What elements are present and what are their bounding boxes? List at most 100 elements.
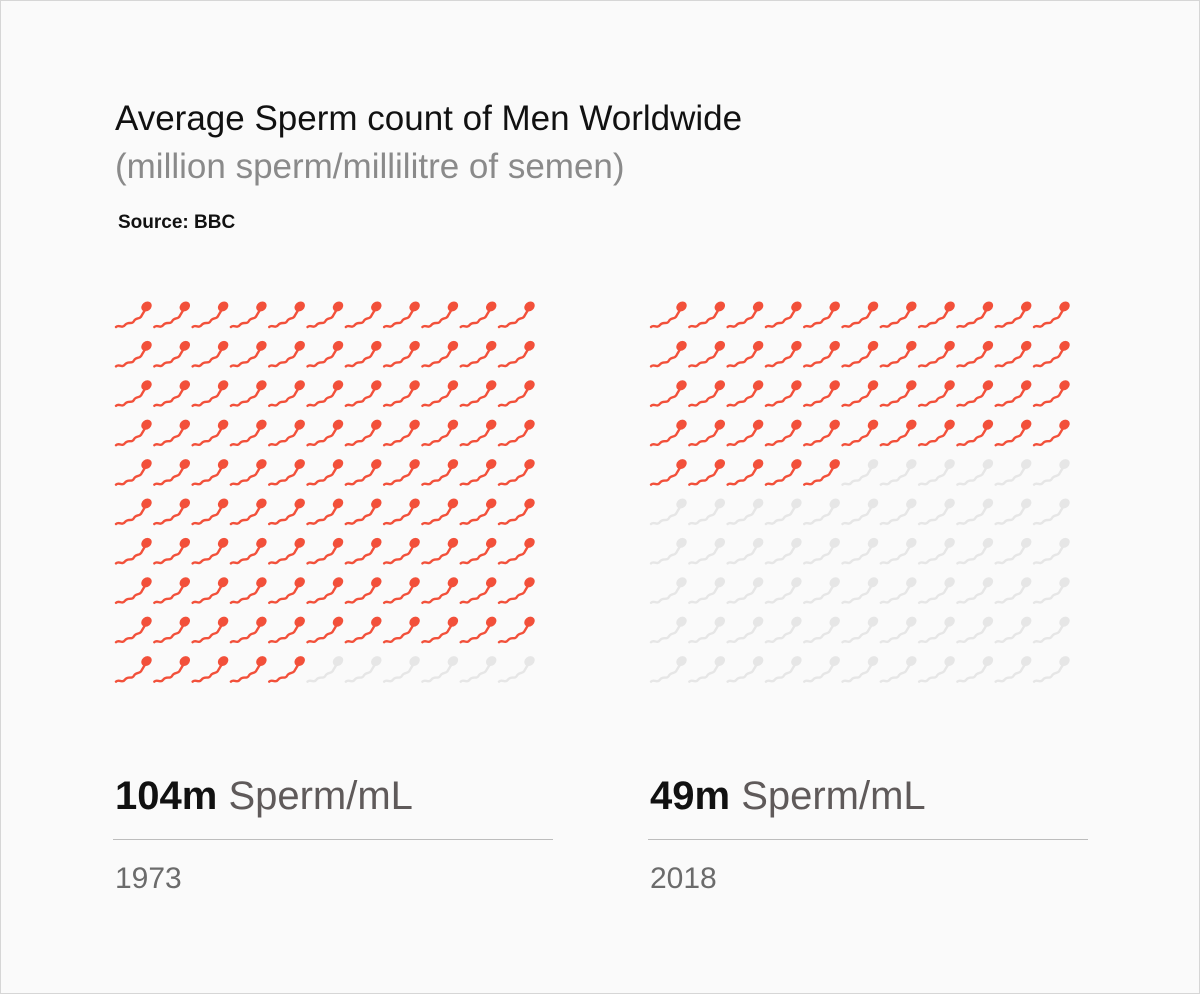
- sperm-icon-empty: [956, 656, 994, 683]
- sperm-icon-filled: [191, 577, 229, 604]
- sperm-icon-empty: [879, 498, 917, 526]
- sperm-icon-filled: [459, 301, 497, 329]
- sperm-icon-filled: [497, 537, 535, 565]
- sperm-icon-filled: [382, 380, 420, 408]
- icon-grid-1973: [113, 289, 553, 689]
- sperm-icon-empty: [726, 577, 764, 604]
- sperm-icon-filled: [994, 419, 1032, 447]
- sperm-icon-filled: [267, 380, 305, 408]
- sperm-icon-filled: [229, 498, 267, 526]
- sperm-icon-filled: [1032, 380, 1070, 408]
- sperm-icon-filled: [191, 340, 229, 368]
- sperm-icon-empty: [994, 459, 1032, 486]
- sperm-icon-filled: [382, 537, 420, 565]
- sperm-icon-filled: [344, 380, 382, 408]
- sperm-icon-filled: [153, 616, 191, 644]
- sperm-icon-filled: [153, 577, 191, 604]
- sperm-icon-empty: [917, 459, 955, 486]
- sperm-icon-empty: [726, 537, 764, 565]
- sperm-icon-filled: [497, 301, 535, 329]
- value-number: 104m: [115, 774, 218, 818]
- sperm-icon-empty: [459, 656, 497, 683]
- sperm-icon-empty: [802, 656, 840, 683]
- sperm-icon-grid: [114, 301, 535, 683]
- sperm-icon-empty: [382, 656, 420, 683]
- sperm-icon-filled: [649, 459, 687, 486]
- sperm-icon-filled: [459, 498, 497, 526]
- sperm-icon-grid: [649, 301, 1070, 683]
- sperm-icon-filled: [114, 537, 152, 565]
- sperm-icon-empty: [994, 616, 1032, 644]
- sperm-icon-empty: [764, 577, 802, 604]
- sperm-icon-filled: [306, 537, 344, 565]
- sperm-icon-filled: [382, 419, 420, 447]
- sperm-icon-filled: [459, 380, 497, 408]
- sperm-icon-filled: [1032, 301, 1070, 329]
- sperm-icon-filled: [956, 380, 994, 408]
- sperm-icon-filled: [649, 340, 687, 368]
- sperm-icon-empty: [994, 537, 1032, 565]
- sperm-icon-empty: [994, 577, 1032, 604]
- sperm-icon-empty: [879, 537, 917, 565]
- sperm-icon-filled: [956, 340, 994, 368]
- value-number: 49m: [650, 774, 731, 818]
- sperm-icon-filled: [191, 459, 229, 486]
- sperm-icon-empty: [956, 616, 994, 644]
- sperm-icon-filled: [421, 459, 459, 486]
- sperm-icon-empty: [1032, 459, 1070, 486]
- sperm-icon-empty: [879, 616, 917, 644]
- sperm-icon-filled: [229, 380, 267, 408]
- sperm-icon-empty: [688, 537, 726, 565]
- sperm-icon-filled: [688, 380, 726, 408]
- sperm-icon-empty: [649, 537, 687, 565]
- sperm-icon-filled: [114, 301, 152, 329]
- sperm-icon-filled: [497, 380, 535, 408]
- sperm-icon-filled: [1032, 340, 1070, 368]
- sperm-icon-filled: [688, 459, 726, 486]
- sperm-icon-empty: [956, 537, 994, 565]
- sperm-icon-filled: [153, 419, 191, 447]
- sperm-icon-filled: [497, 498, 535, 526]
- sperm-icon-empty: [917, 537, 955, 565]
- sperm-icon-filled: [841, 340, 879, 368]
- sperm-icon-filled: [421, 498, 459, 526]
- source-note: Source: BBC: [118, 212, 236, 233]
- sperm-icon-filled: [344, 340, 382, 368]
- sperm-icon-filled: [497, 459, 535, 486]
- sperm-icon-filled: [229, 419, 267, 447]
- sperm-icon-filled: [114, 459, 152, 486]
- sperm-icon-empty: [1032, 656, 1070, 683]
- sperm-icon-filled: [688, 419, 726, 447]
- sperm-icon-filled: [191, 380, 229, 408]
- sperm-icon-empty: [841, 616, 879, 644]
- sperm-icon-filled: [382, 301, 420, 329]
- sperm-icon-filled: [802, 419, 840, 447]
- sperm-icon-empty: [688, 498, 726, 526]
- sperm-icon-filled: [267, 656, 305, 683]
- sperm-icon-filled: [956, 301, 994, 329]
- sperm-icon-filled: [764, 340, 802, 368]
- sperm-icon-filled: [306, 380, 344, 408]
- sperm-icon-filled: [879, 419, 917, 447]
- sperm-icon-empty: [841, 577, 879, 604]
- sperm-icon-empty: [726, 656, 764, 683]
- sperm-icon-empty: [764, 616, 802, 644]
- sperm-icon-empty: [802, 537, 840, 565]
- sperm-icon-filled: [994, 301, 1032, 329]
- sperm-icon-filled: [153, 498, 191, 526]
- sperm-icon-filled: [802, 380, 840, 408]
- sperm-icon-filled: [421, 419, 459, 447]
- sperm-icon-filled: [764, 459, 802, 486]
- sperm-icon-empty: [841, 656, 879, 683]
- sperm-icon-filled: [382, 616, 420, 644]
- chart-title: Average Sperm count of Men Worldwide: [115, 99, 743, 138]
- sperm-icon-filled: [421, 577, 459, 604]
- sperm-icon-filled: [497, 577, 535, 604]
- year-label-1973: 1973: [115, 862, 182, 895]
- sperm-icon-empty: [649, 616, 687, 644]
- sperm-icon-filled: [1032, 419, 1070, 447]
- sperm-icon-empty: [1032, 616, 1070, 644]
- sperm-icon-filled: [114, 616, 152, 644]
- sperm-icon-filled: [153, 537, 191, 565]
- sperm-icon-filled: [191, 498, 229, 526]
